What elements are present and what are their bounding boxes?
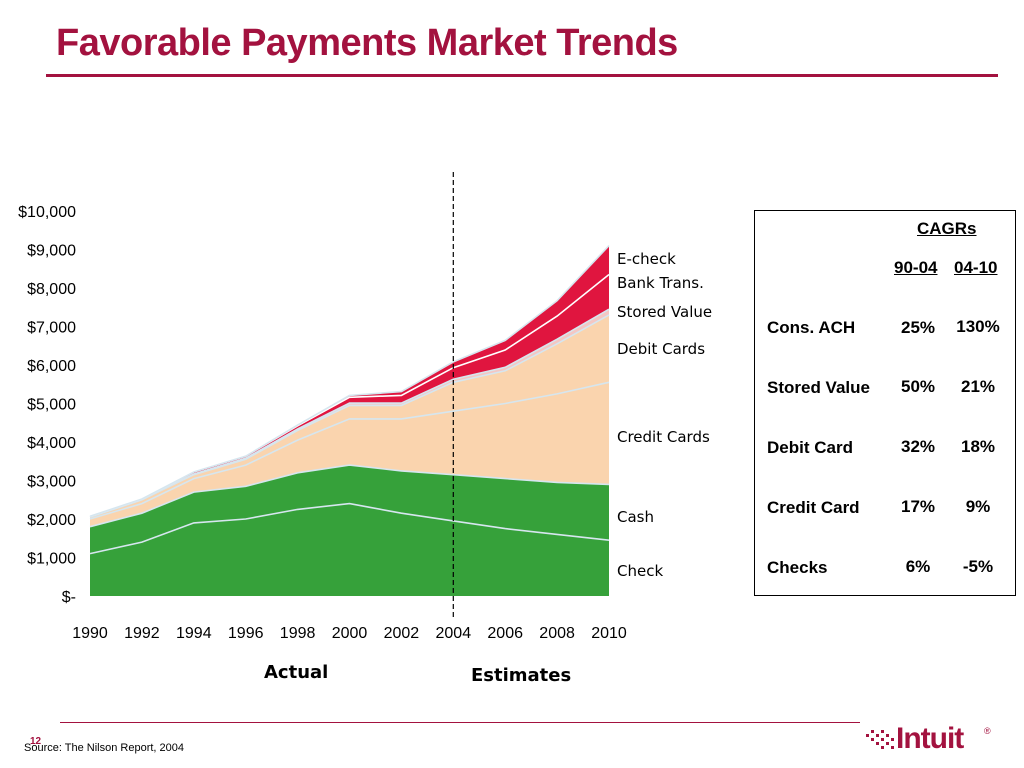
- cagr-column-header: 04-10: [954, 258, 998, 277]
- series-label-e-check: E-check: [617, 250, 676, 268]
- cagr-row-value: 18%: [960, 437, 996, 456]
- series-boundary-cash: [89, 464, 610, 528]
- cagr-row-value: 17%: [900, 497, 936, 516]
- y-tick-label: $6,000: [27, 358, 76, 375]
- cagr-row-label: Cons. ACH: [767, 318, 856, 337]
- area-series-debit-cards: [90, 314, 609, 519]
- period-label-actual: Actual: [264, 662, 329, 683]
- x-tick-label: 1992: [124, 625, 160, 642]
- x-tick-label: 2006: [487, 625, 523, 642]
- series-boundary-check: [89, 502, 610, 555]
- y-tick-label: $1,000: [27, 551, 76, 568]
- area-series-cash: [90, 465, 609, 554]
- y-tick-label: $10,000: [18, 204, 76, 221]
- area-series-check: [90, 503, 609, 596]
- slide-title: Favorable Payments Market Trends: [56, 22, 678, 64]
- cagr-row-value: 25%: [900, 318, 936, 337]
- cagr-row-label: Debit Card: [767, 438, 853, 457]
- logo-dots-icon: [866, 730, 894, 749]
- page-number: 12: [30, 736, 42, 747]
- logo-registered-mark: ®: [984, 726, 991, 736]
- cagr-table-title: CAGRs: [917, 219, 977, 238]
- y-tick-label: $-: [62, 589, 76, 606]
- series-label-cash: Cash: [617, 508, 654, 526]
- x-tick-label: 2008: [539, 625, 575, 642]
- cagr-row-value: 130%: [956, 317, 1000, 336]
- y-tick-label: $4,000: [27, 435, 76, 452]
- x-tick-label: 2010: [591, 625, 627, 642]
- cagr-row-value: 21%: [960, 377, 996, 396]
- series-label-stored-value: Stored Value: [617, 303, 712, 321]
- cagr-row-value: 32%: [900, 437, 936, 456]
- cagr-row-value: 50%: [900, 377, 936, 396]
- y-tick-label: $9,000: [27, 243, 76, 260]
- y-tick-label: $5,000: [27, 397, 76, 414]
- cagr-table: CAGRs 90-04 04-10 Cons. ACH 25% 130% Sto…: [754, 210, 1016, 596]
- cagr-row-value: 6%: [905, 557, 931, 576]
- y-tick-label: $3,000: [27, 474, 76, 491]
- series-boundary-e-check: [89, 245, 610, 518]
- series-boundary-credit-cards: [89, 381, 610, 520]
- cagr-column-header: 90-04: [894, 258, 938, 277]
- cagr-row-label: Checks: [767, 558, 828, 577]
- x-tick-label: 1994: [176, 625, 212, 642]
- x-tick-label: 2004: [436, 625, 472, 642]
- cagr-row-label: Stored Value: [767, 378, 870, 397]
- cagr-row-value: -5%: [962, 557, 994, 576]
- x-tick-label: 1996: [228, 625, 264, 642]
- series-label-check: Check: [617, 562, 663, 580]
- x-tick-label: 1990: [72, 625, 108, 642]
- intuit-logo: Intuit ®: [866, 722, 996, 758]
- x-tick-label: 2002: [384, 625, 420, 642]
- x-tick-label: 1998: [280, 625, 316, 642]
- source-note: Source: The Nilson Report, 2004: [24, 742, 184, 754]
- series-label-credit-cards: Credit Cards: [617, 428, 710, 446]
- series-label-debit-cards: Debit Cards: [617, 340, 705, 358]
- y-tick-label: $8,000: [27, 281, 76, 298]
- x-tick-label: 2000: [332, 625, 368, 642]
- cagr-row-value: 9%: [965, 497, 991, 516]
- logo-wordmark: Intuit: [896, 722, 964, 755]
- cagr-row-label: Credit Card: [767, 498, 860, 517]
- series-boundary-stored-value: [89, 308, 610, 518]
- y-tick-label: $7,000: [27, 320, 76, 337]
- footer-divider: [60, 722, 860, 723]
- area-series-credit-cards: [90, 382, 609, 527]
- period-label-estimates: Estimates: [471, 665, 572, 686]
- series-label-bank-trans: Bank Trans.: [617, 274, 704, 292]
- title-divider: [46, 74, 998, 77]
- y-tick-label: $2,000: [27, 512, 76, 529]
